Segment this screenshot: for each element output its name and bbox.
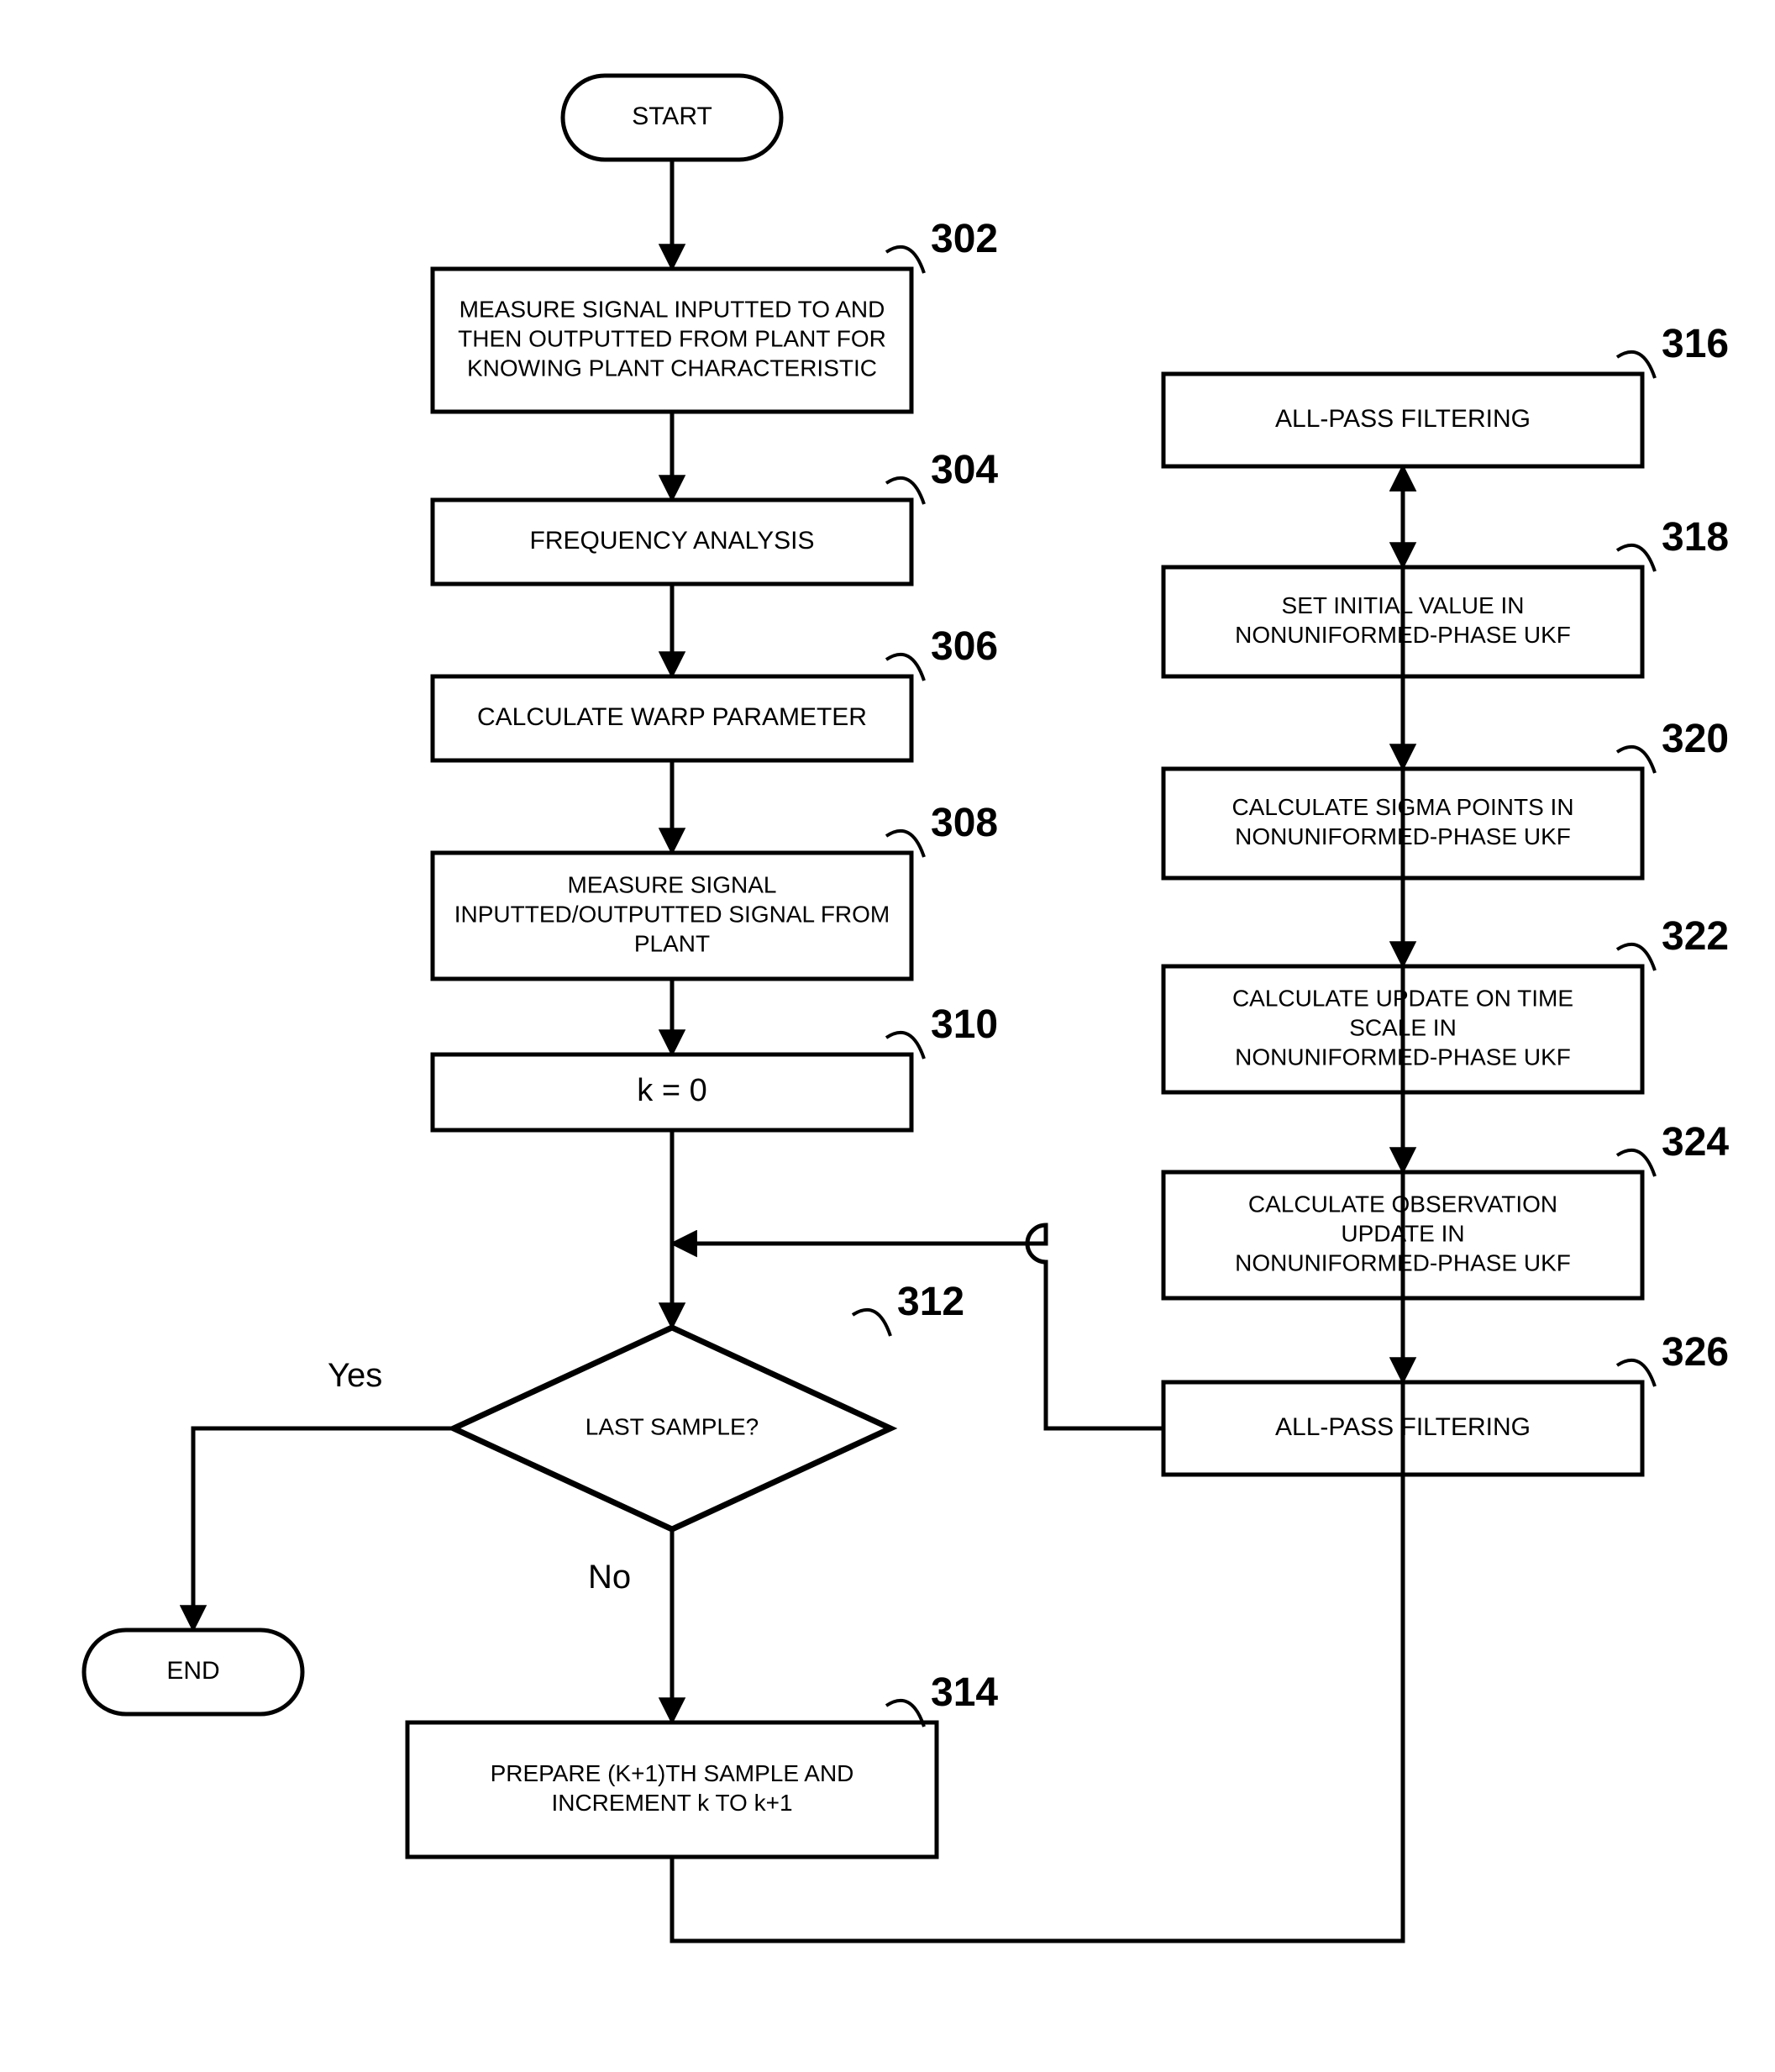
node-n304: FREQUENCY ANALYSIS [433,500,911,584]
svg-text:302: 302 [931,217,998,261]
node-n308-line-2: PLANT [634,930,710,956]
svg-text:312: 312 [897,1280,964,1324]
svg-text:316: 316 [1662,322,1729,366]
ref-label-306: 306 [886,624,998,681]
ref-label-310: 310 [886,1002,998,1059]
ref-label-316: 316 [1617,322,1729,378]
node-end: END [84,1630,302,1714]
node-n314-line-1: INCREMENT k TO k+1 [551,1790,792,1816]
node-n304-line-0: FREQUENCY ANALYSIS [530,527,815,555]
svg-text:326: 326 [1662,1330,1729,1375]
ref-label-302: 302 [886,217,998,273]
node-end-line-0: END [166,1657,219,1685]
ref-label-326: 326 [1617,1330,1729,1386]
ref-label-312: 312 [853,1280,964,1336]
node-n302: MEASURE SIGNAL INPUTTED TO AND THEN OUTPU… [433,269,911,412]
node-start: START [563,76,781,160]
node-n308-line-1: INPUTTED/OUTPUTTED SIGNAL FROM [454,901,890,927]
svg-text:324: 324 [1662,1120,1729,1165]
edge-label-e-312-314-no: No [588,1559,631,1596]
ref-label-314: 314 [886,1670,998,1727]
ref-label-308: 308 [886,801,998,857]
node-n306: CALCULATE WARP PARAMETER [433,676,911,760]
ref-label-304: 304 [886,448,998,504]
node-n312: LAST SAMPLE? [454,1328,890,1529]
edge-e-312-314-no: No [588,1529,672,1722]
node-n312-line-0: LAST SAMPLE? [586,1413,759,1439]
node-n314: PREPARE (K+1)TH SAMPLE AND INCREMENT k TO… [407,1722,937,1857]
svg-text:304: 304 [931,448,998,492]
svg-text:314: 314 [931,1670,998,1715]
node-n310: k = 0 [433,1054,911,1130]
ref-label-318: 318 [1617,515,1729,571]
node-n306-line-0: CALCULATE WARP PARAMETER [477,703,867,731]
svg-text:318: 318 [1662,515,1729,560]
svg-text:306: 306 [931,624,998,669]
ref-label-320: 320 [1617,717,1729,773]
node-n302-line-1: THEN OUTPUTTED FROM PLANT FOR [458,325,886,351]
node-n316: ALL-PASS FILTERING [1163,374,1642,466]
ref-label-324: 324 [1617,1120,1729,1176]
svg-text:310: 310 [931,1002,998,1047]
node-n308-line-0: MEASURE SIGNAL [568,871,777,897]
node-n316-line-0: ALL-PASS FILTERING [1275,405,1531,433]
node-n302-line-0: MEASURE SIGNAL INPUTTED TO AND [460,296,885,322]
node-n302-line-2: KNOWING PLANT CHARACTERISTIC [467,355,877,381]
svg-text:322: 322 [1662,914,1729,959]
edge-e-312-end-yes: Yes [193,1357,454,1630]
node-n308: MEASURE SIGNAL INPUTTED/OUTPUTTED SIGNAL … [433,853,911,979]
node-n310-line-0: k = 0 [637,1073,706,1108]
node-start-line-0: START [632,103,712,130]
node-n314-line-0: PREPARE (K+1)TH SAMPLE AND [491,1760,854,1786]
svg-text:320: 320 [1662,717,1729,761]
edge-label-e-312-end-yes: Yes [328,1357,382,1394]
ref-label-322: 322 [1617,914,1729,970]
svg-text:308: 308 [931,801,998,845]
